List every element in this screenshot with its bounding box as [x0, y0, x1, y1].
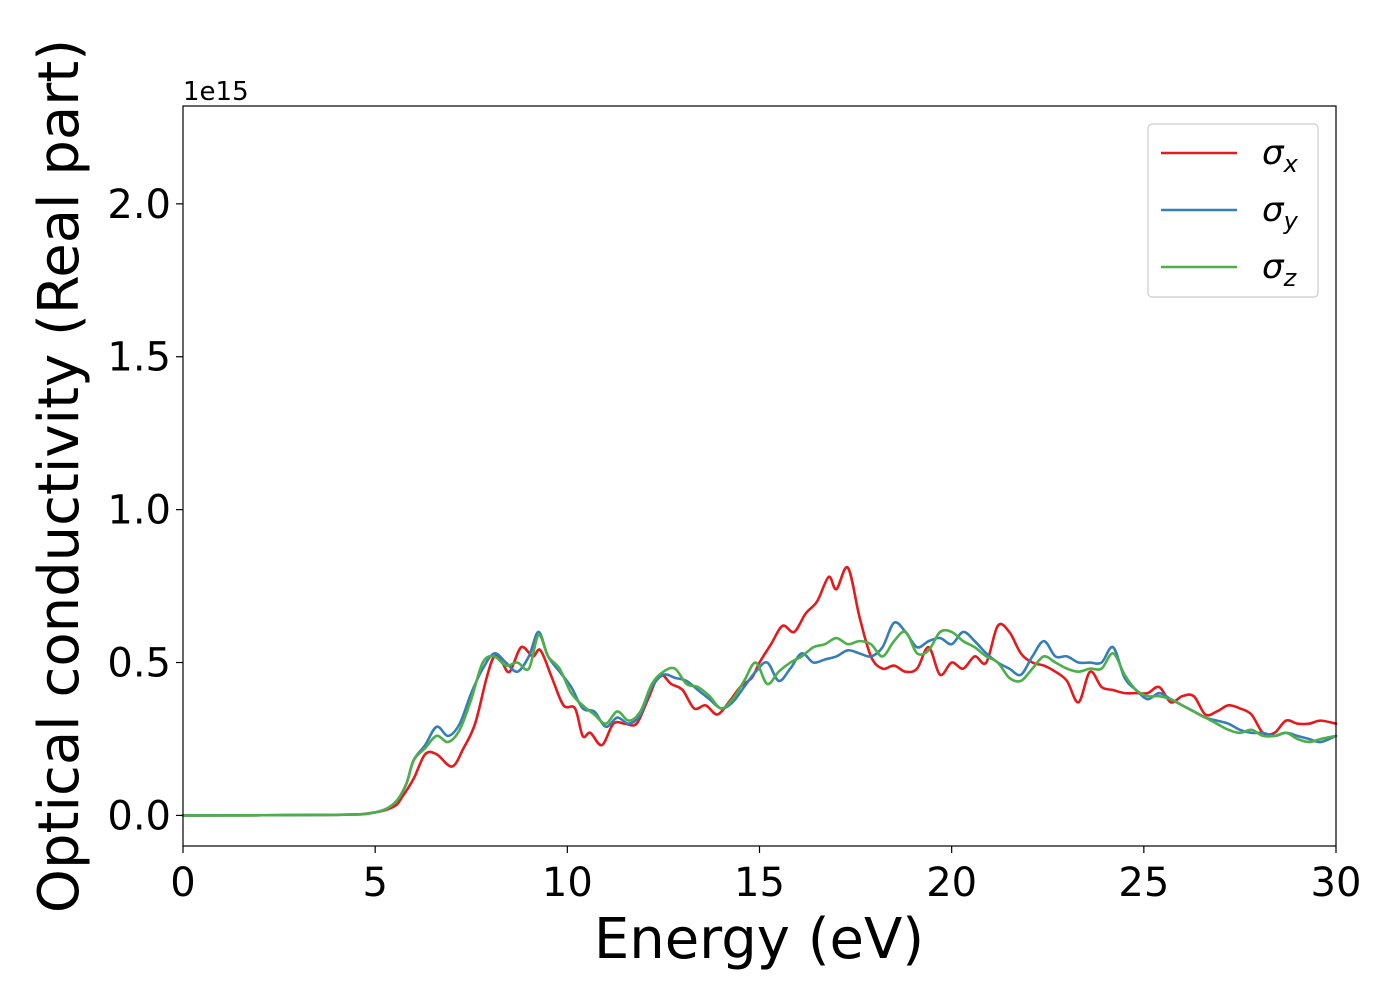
series-layer: [181, 565, 1338, 817]
legend-label-base: σ: [1262, 247, 1285, 287]
x-tick-label: 20: [926, 860, 977, 906]
x-axis-title: Energy (eV): [594, 907, 924, 972]
legend-label-base: σ: [1262, 190, 1285, 230]
x-tick-label: 25: [1118, 860, 1169, 906]
series-line-z: [181, 628, 1338, 817]
legend-label-subscript: x: [1283, 150, 1299, 178]
legend-label-x: σx: [1262, 133, 1299, 178]
x-tick-label: 0: [170, 860, 195, 906]
y-tick-label: 0.5: [107, 641, 171, 687]
y-tick-label: 1.5: [107, 335, 171, 381]
legend-label-z: σz: [1262, 247, 1298, 292]
x-tick-label: 10: [542, 860, 593, 906]
y-tick-label: 1.0: [107, 488, 171, 534]
legend-label-subscript: z: [1283, 264, 1298, 292]
y-tick-label: 2.0: [107, 182, 171, 228]
y-axis-title: Optical conductivity (Real part): [27, 39, 92, 913]
legend-label-subscript: y: [1283, 207, 1299, 235]
x-axis-ticks: 0 5 10 15 20 25 30: [170, 846, 1361, 906]
y-axis-offset-label: 1e15: [183, 77, 249, 107]
x-tick-label: 15: [734, 860, 785, 906]
y-axis-ticks: 0.0 0.5 1.0 1.5 2.0: [107, 182, 183, 839]
x-tick-label: 5: [362, 860, 387, 906]
x-tick-label: 30: [1311, 860, 1362, 906]
y-tick-label: 0.0: [107, 793, 171, 839]
series-line-x: [181, 565, 1338, 817]
series-line-y: [181, 620, 1338, 817]
legend-label-y: σy: [1262, 190, 1299, 235]
legend-label-base: σ: [1262, 133, 1285, 173]
